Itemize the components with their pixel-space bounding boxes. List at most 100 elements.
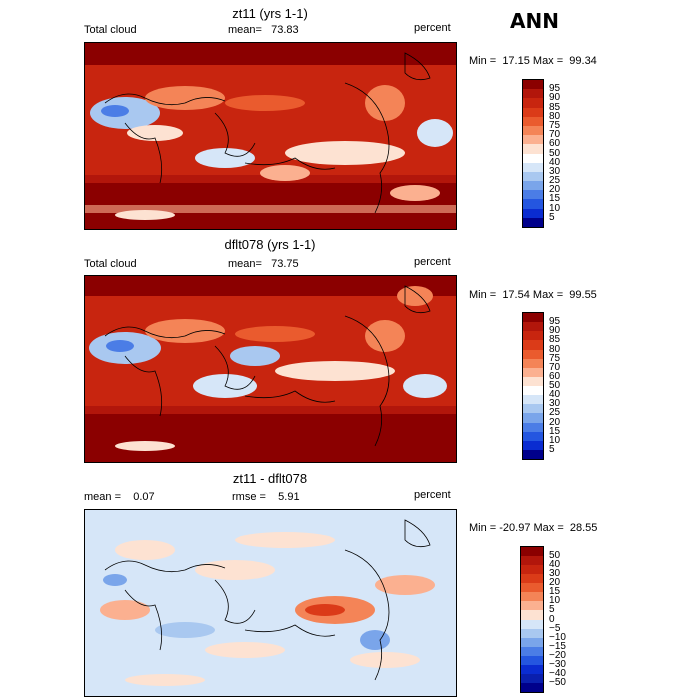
colorbar-tick-label: 75 bbox=[549, 352, 561, 364]
panel3-units-label: percent bbox=[414, 489, 451, 501]
colorbar-tick-label: 15 bbox=[549, 586, 561, 598]
colorbar-tick-label: 95 bbox=[549, 316, 561, 328]
colorbar-swatch bbox=[523, 449, 543, 459]
colorbar-tick-label: 30 bbox=[549, 568, 561, 580]
colorbar-tick-label: 20 bbox=[549, 577, 561, 589]
colorbar-tick-label: 25 bbox=[549, 175, 561, 187]
colorbar-swatch bbox=[523, 199, 543, 209]
colorbar-swatch bbox=[521, 682, 543, 692]
colorbar-tick-label: 0 bbox=[549, 613, 555, 625]
colorbar-swatch bbox=[521, 574, 543, 584]
colorbar-tick-label: −30 bbox=[549, 658, 566, 670]
colorbar-swatch bbox=[521, 664, 543, 674]
panel2-minmax-label: Min = 17.54 Max = 99.55 bbox=[469, 289, 597, 301]
colorbar-tick-label: 40 bbox=[549, 156, 561, 168]
colorbar-tick-label: 20 bbox=[549, 416, 561, 428]
colorbar-tick-label: 80 bbox=[549, 343, 561, 355]
colorbar-tick-label: 60 bbox=[549, 370, 561, 382]
colorbar-swatch bbox=[521, 673, 543, 683]
colorbar-swatch bbox=[523, 431, 543, 441]
panel2-colorbar bbox=[522, 312, 544, 460]
season-label: ANN bbox=[510, 9, 559, 33]
colorbar-swatch bbox=[523, 340, 543, 350]
panel1-minmax-label: Min = 17.15 Max = 99.34 bbox=[469, 55, 597, 67]
colorbar-swatch bbox=[523, 367, 543, 377]
colorbar-tick-label: −15 bbox=[549, 640, 566, 652]
colorbar-swatch bbox=[523, 331, 543, 341]
colorbar-tick-label: −20 bbox=[549, 649, 566, 661]
colorbar-swatch bbox=[523, 116, 543, 126]
colorbar-tick-label: 15 bbox=[549, 425, 561, 437]
panel1-title: zt11 (yrs 1-1) bbox=[232, 6, 308, 21]
colorbar-tick-label: 30 bbox=[549, 398, 561, 410]
panel2-title: dflt078 (yrs 1-1) bbox=[224, 237, 316, 252]
colorbar-swatch bbox=[521, 601, 543, 611]
colorbar-swatch bbox=[521, 637, 543, 647]
colorbar-swatch bbox=[523, 313, 543, 323]
colorbar-swatch bbox=[521, 565, 543, 575]
panel3-map bbox=[84, 509, 457, 697]
colorbar-swatch bbox=[523, 162, 543, 172]
colorbar-swatch bbox=[523, 190, 543, 200]
colorbar-swatch bbox=[523, 217, 543, 227]
colorbar-tick-label: 25 bbox=[549, 407, 561, 419]
colorbar-tick-label: 50 bbox=[549, 550, 561, 562]
colorbar-tick-label: 85 bbox=[549, 334, 561, 346]
colorbar-swatch bbox=[521, 655, 543, 665]
colorbar-tick-label: −50 bbox=[549, 676, 566, 688]
panel3-mean-label: mean = 0.07 bbox=[84, 491, 155, 503]
colorbar-tick-label: 70 bbox=[549, 361, 561, 373]
panel1-field-label: Total cloud bbox=[84, 24, 137, 36]
colorbar-swatch bbox=[521, 547, 543, 557]
colorbar-swatch bbox=[521, 610, 543, 620]
colorbar-tick-label: 15 bbox=[549, 193, 561, 205]
colorbar-tick-label: 75 bbox=[549, 119, 561, 131]
colorbar-tick-label: −10 bbox=[549, 631, 566, 643]
colorbar-swatch bbox=[523, 98, 543, 108]
colorbar-tick-label: −40 bbox=[549, 667, 566, 679]
colorbar-swatch bbox=[523, 208, 543, 218]
colorbar-swatch bbox=[523, 171, 543, 182]
panel2-field-label: Total cloud bbox=[84, 258, 137, 270]
panel1-units-label: percent bbox=[414, 22, 451, 34]
panel2-field-plot bbox=[85, 276, 456, 462]
colorbar-tick-label: 50 bbox=[549, 380, 561, 391]
colorbar-swatch bbox=[523, 107, 543, 117]
colorbar-swatch bbox=[523, 376, 543, 386]
colorbar-swatch bbox=[523, 422, 543, 432]
panel1-colorbar bbox=[522, 79, 544, 228]
panel3-field-plot bbox=[85, 510, 456, 696]
colorbar-tick-label: 90 bbox=[549, 92, 561, 104]
colorbar-tick-label: 50 bbox=[549, 147, 561, 159]
colorbar-swatch bbox=[523, 125, 543, 136]
colorbar-tick-label: 5 bbox=[549, 604, 555, 616]
colorbar-swatch bbox=[521, 583, 543, 593]
colorbar-tick-label: 40 bbox=[549, 389, 561, 401]
colorbar-swatch bbox=[521, 646, 543, 656]
panel1-mean-label: mean= 73.83 bbox=[228, 24, 299, 36]
colorbar-tick-label: 85 bbox=[549, 101, 561, 113]
panel3-title: zt11 - dflt078 bbox=[232, 471, 308, 486]
colorbar-tick-label: 95 bbox=[549, 83, 561, 95]
colorbar-tick-label: 80 bbox=[549, 110, 561, 122]
colorbar-tick-label: 70 bbox=[549, 129, 561, 141]
colorbar-swatch bbox=[523, 395, 543, 405]
colorbar-swatch bbox=[523, 322, 543, 332]
colorbar-swatch bbox=[523, 89, 543, 99]
panel1-map bbox=[84, 42, 457, 230]
panel3-rmse-label: rmse = 5.91 bbox=[232, 491, 300, 503]
colorbar-tick-label: 30 bbox=[549, 165, 561, 177]
colorbar-swatch bbox=[523, 153, 543, 163]
panel2-mean-label: mean= 73.75 bbox=[228, 258, 299, 270]
colorbar-tick-label: 60 bbox=[549, 138, 561, 150]
colorbar-swatch bbox=[523, 404, 543, 414]
colorbar-tick-label: 10 bbox=[549, 595, 561, 607]
colorbar-swatch bbox=[523, 80, 543, 90]
colorbar-tick-label: 5 bbox=[549, 443, 555, 455]
colorbar-swatch bbox=[521, 592, 543, 602]
panel2-units-label: percent bbox=[414, 256, 451, 268]
colorbar-tick-label: 90 bbox=[549, 325, 561, 337]
colorbar-swatch bbox=[521, 556, 543, 566]
colorbar-tick-label: 10 bbox=[549, 202, 561, 214]
colorbar-swatch bbox=[523, 386, 543, 396]
